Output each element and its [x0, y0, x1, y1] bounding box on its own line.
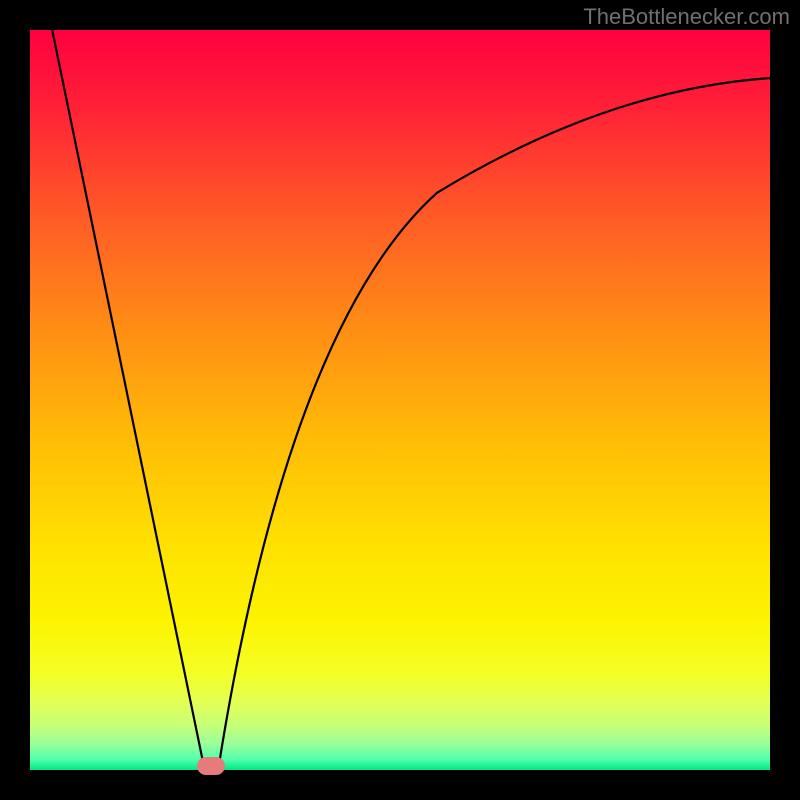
chart-plot-area	[30, 30, 770, 770]
watermark-text: TheBottlenecker.com	[583, 4, 790, 30]
chart-background	[30, 30, 770, 770]
chart-frame	[30, 30, 770, 770]
chart-svg	[30, 30, 770, 770]
minimum-marker	[197, 757, 225, 775]
